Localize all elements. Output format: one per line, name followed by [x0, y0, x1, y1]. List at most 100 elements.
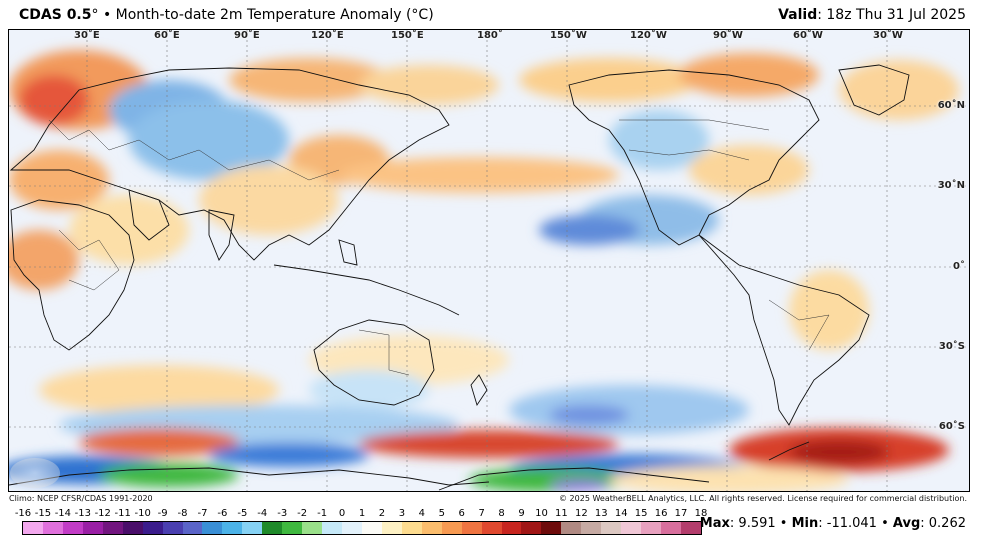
colorbar-tick-label: -4 [257, 508, 268, 519]
colorbar-segment [82, 522, 103, 534]
colorbar-tick-label: -12 [94, 508, 111, 519]
colorbar-segment [541, 522, 562, 534]
colorbar-segment [401, 522, 422, 534]
colorbar-segment [481, 522, 502, 534]
valid-time: Valid: 18z Thu 31 Jul 2025 [778, 7, 966, 23]
colorbar [22, 521, 702, 535]
colorbar-segment [162, 522, 183, 534]
colorbar-segment [641, 522, 661, 534]
colorbar-segment [122, 522, 143, 534]
colorbar-segment [302, 522, 323, 534]
colorbar-tick-label: -9 [157, 508, 168, 519]
colorbar-tick-label: 4 [418, 508, 425, 519]
colorbar-segment [421, 522, 442, 534]
min-value: : -11.041 [818, 516, 877, 531]
colorbar-tick-label: -15 [34, 508, 52, 519]
anomaly-map: 30˚E 60˚E 90˚E 120˚E 150˚E 180˚ 150˚W 12… [8, 29, 970, 492]
lon-label-30e: 30˚E [74, 30, 100, 41]
colorbar-tick-label: 8 [498, 508, 505, 519]
climo-note: Climo: NCEP CFSR/CDAS 1991-2020 [9, 494, 153, 503]
stats-sep-1: • [775, 516, 792, 531]
colorbar-segment [62, 522, 83, 534]
degree-sign: ° [91, 7, 99, 23]
colorbar-segment [661, 522, 681, 534]
colorbar-tick-label: -7 [197, 508, 208, 519]
colorbar-tick-label: 9 [518, 508, 525, 519]
colorbar-segment [561, 522, 582, 534]
min-label: Min [791, 516, 819, 531]
colorbar-tick-label: -8 [177, 508, 188, 519]
colorbar-tick-label: 13 [594, 508, 608, 519]
lon-label-120w: 120˚W [630, 30, 667, 41]
valid-label: Valid [778, 7, 818, 23]
colorbar-tick-label: 1 [358, 508, 366, 519]
stats: Max: 9.591 • Min: -11.041 • Avg: 0.262 [700, 516, 966, 531]
colorbar-tick-label: 7 [478, 508, 485, 519]
colorbar-tick-label: 3 [398, 508, 406, 519]
colorbar-segment [182, 522, 203, 534]
colorbar-segment [441, 522, 462, 534]
avg-value: : 0.262 [920, 516, 966, 531]
colorbar-tick-label: -14 [54, 508, 72, 519]
colorbar-segment [521, 522, 542, 534]
colorbar-tick-label: -10 [134, 508, 151, 519]
colorbar-segment [501, 522, 522, 534]
colorbar-tick-label: 2 [378, 508, 386, 519]
colorbar-segment [322, 522, 342, 534]
lon-label-60w: 60˚W [793, 30, 823, 41]
lon-label-30w: 30˚W [873, 30, 903, 41]
colorbar-segment [680, 522, 701, 534]
header: CDAS 0.5° • Month-to-date 2m Temperature… [0, 0, 984, 30]
colorbar-tick-label: 10 [535, 508, 548, 519]
map-canvas [9, 30, 969, 491]
weatherbell-logo [10, 458, 60, 488]
colorbar-segment [282, 522, 303, 534]
colorbar-segment [342, 522, 362, 534]
colorbar-tick-label: 11 [555, 508, 568, 519]
colorbar-tick-label: -2 [297, 508, 308, 519]
colorbar-tick-label: 6 [458, 508, 465, 519]
map-title: CDAS 0.5° • Month-to-date 2m Temperature… [19, 7, 434, 23]
lon-label-150e: 150˚E [391, 30, 424, 41]
graticule [9, 30, 969, 491]
title-text: • Month-to-date 2m Temperature Anomaly (… [102, 7, 434, 23]
colorbar-segment [601, 522, 622, 534]
lon-label-90w: 90˚W [713, 30, 743, 41]
lon-label-60e: 60˚E [154, 30, 180, 41]
colorbar-segment [242, 522, 263, 534]
product-name: CDAS 0.5 [19, 7, 92, 23]
lat-label-60n: 60˚N [937, 100, 965, 111]
colorbar-segment [102, 522, 123, 534]
colorbar-tick-label: -3 [277, 508, 288, 519]
lat-label-60s: 60˚S [938, 421, 965, 432]
lat-label-0: 0˚ [953, 261, 965, 272]
colorbar-segment [381, 522, 402, 534]
colorbar-tick-label: 5 [438, 508, 445, 519]
colorbar-tick-label: 18 [694, 508, 708, 519]
colorbar-tick-label: 17 [674, 508, 688, 519]
lon-label-90e: 90˚E [234, 30, 260, 41]
colorbar-tick-label: 16 [654, 508, 668, 519]
colorbar-tick-label: -1 [317, 508, 328, 519]
colorbar-tick-label: 14 [614, 508, 628, 519]
lon-label-120e: 120˚E [311, 30, 344, 41]
colorbar-tick-label: -13 [74, 508, 91, 519]
colorbar-segment [461, 522, 482, 534]
colorbar-tick-label: 15 [634, 508, 648, 519]
avg-label: Avg [892, 516, 921, 531]
colorbar-tick-label: 0 [338, 508, 346, 519]
colorbar-ticks: -16 -15 -14 -13 -12 -11 -10 -9 -8 -7 -6 -5 -4 -3 -2 -1 0… [15, 508, 708, 520]
colorbar-segment [222, 522, 243, 534]
lon-label-180: 180˚ [477, 30, 503, 41]
colorbar-segment [621, 522, 642, 534]
colorbar-tick-label: -5 [237, 508, 248, 519]
colorbar-segment [42, 522, 63, 534]
colorbar-segment [142, 522, 163, 534]
colorbar-segment [262, 522, 283, 534]
lat-label-30n: 30˚N [937, 180, 965, 191]
colorbar-tick-label: -16 [14, 508, 32, 519]
colorbar-tick-label: -6 [217, 508, 228, 519]
copyright-note: © 2025 WeatherBELL Analytics, LLC. All r… [559, 494, 967, 503]
colorbar-tick-label: 12 [574, 508, 588, 519]
stats-sep-2: • [876, 516, 893, 531]
